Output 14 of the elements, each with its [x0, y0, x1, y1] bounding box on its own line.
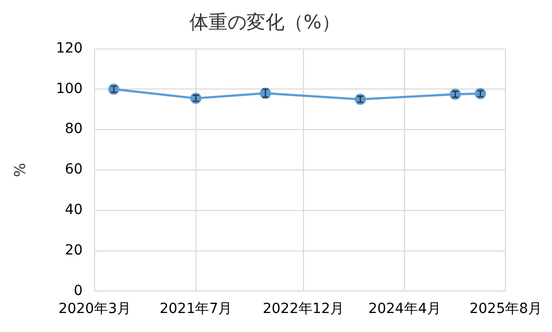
y-tick-label: 80	[64, 121, 83, 138]
x-tick-label: 2020年3月	[58, 301, 131, 318]
x-tick-label: 2021年7月	[160, 301, 232, 318]
x-tick-label: 2025年8月	[469, 301, 542, 318]
x-tick-label: 2022年12月	[262, 301, 344, 318]
chart-title: 体重の変化（%）	[189, 11, 341, 34]
y-tick-label: 120	[56, 40, 83, 56]
y-tick-label: 0	[74, 282, 83, 299]
y-tick-label: 100	[56, 80, 83, 97]
y-axis-title: %	[10, 162, 29, 178]
y-tick-label: 60	[64, 162, 83, 178]
x-tick-label: 2024年4月	[368, 301, 441, 318]
y-tick-label: 40	[64, 202, 83, 218]
y-tick-label: 20	[64, 242, 83, 258]
